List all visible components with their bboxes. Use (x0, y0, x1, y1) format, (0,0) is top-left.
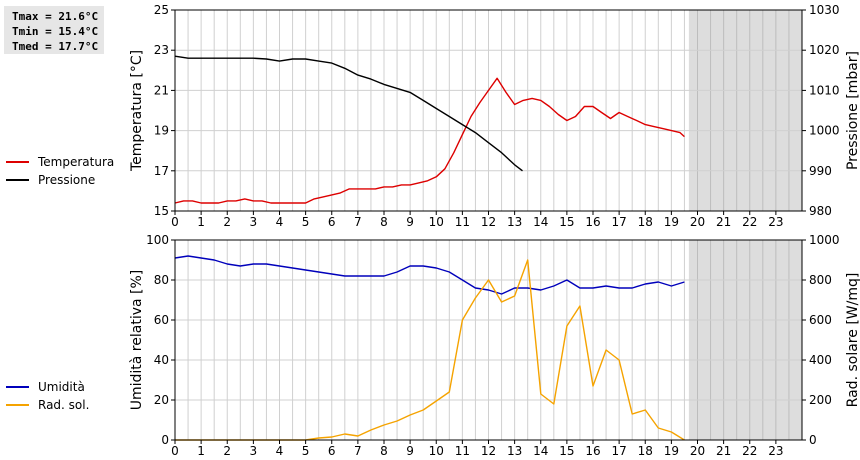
x-tick-label: 2 (223, 215, 231, 229)
right-tick-label: 1000 (809, 124, 840, 138)
x-tick-label: 7 (354, 444, 362, 458)
left-axis-label: Temperatura [°C] (129, 50, 145, 172)
x-tick-label: 0 (171, 215, 179, 229)
legend-label: Temperatura (37, 155, 114, 169)
right-axis-label: Rad. solare [W/mq] (845, 273, 860, 408)
x-tick-label: 4 (276, 444, 284, 458)
left-tick-label: 20 (154, 393, 169, 407)
x-tick-label: 20 (690, 444, 705, 458)
right-tick-label: 1000 (809, 233, 840, 247)
right-tick-label: 1030 (809, 3, 840, 17)
x-tick-label: 12 (481, 215, 496, 229)
left-tick-label: 100 (146, 233, 169, 247)
x-tick-label: 15 (559, 444, 574, 458)
series-line-1 (174, 255, 685, 295)
x-tick-label: 14 (533, 444, 548, 458)
legend-label: Rad. sol. (38, 398, 89, 412)
x-tick-label: 4 (276, 215, 284, 229)
x-tick-label: 2 (223, 444, 231, 458)
tmed-label: Tmed = 17.7°C (12, 40, 99, 53)
right-tick-label: 1020 (809, 43, 840, 57)
x-tick-label: 15 (559, 215, 574, 229)
x-tick-label: 16 (585, 215, 600, 229)
x-tick-label: 8 (380, 215, 388, 229)
x-tick-label: 10 (429, 444, 444, 458)
future-shade (688, 10, 802, 211)
right-axis-label: Pressione [mbar] (845, 51, 860, 170)
stats-box: Tmax = 21.6°C Tmin = 15.4°C Tmed = 17.7°… (4, 6, 104, 54)
left-tick-label: 17 (154, 164, 169, 178)
left-tick-label: 15 (154, 204, 169, 218)
right-tick-label: 800 (809, 273, 832, 287)
x-tick-label: 16 (585, 444, 600, 458)
left-axis-label: Umidità relativa [%] (129, 270, 145, 411)
x-tick-label: 9 (406, 444, 414, 458)
right-tick-label: 400 (809, 353, 832, 367)
right-tick-label: 600 (809, 313, 832, 327)
x-tick-label: 13 (507, 215, 522, 229)
humidity-solar-chart: 0 1 2 3 4 5 6 7 8 9 10 11 12 13 14 15 16 17 18 19 20 21 22 2302… (6, 233, 860, 458)
right-tick-label: 200 (809, 393, 832, 407)
right-tick-label: 980 (809, 204, 832, 218)
x-tick-label: 5 (302, 215, 310, 229)
x-tick-label: 23 (768, 215, 783, 229)
x-tick-label: 14 (533, 215, 548, 229)
left-tick-label: 21 (154, 83, 169, 97)
x-tick-label: 11 (455, 444, 470, 458)
x-tick-label: 18 (638, 444, 653, 458)
series-line-2 (174, 55, 523, 172)
legend-label: Pressione (38, 173, 95, 187)
left-tick-label: 25 (154, 3, 169, 17)
x-tick-label: 1 (197, 215, 205, 229)
left-tick-label: 60 (154, 313, 169, 327)
tmin-label: Tmin = 15.4°C (12, 25, 99, 38)
x-tick-label: 19 (664, 444, 679, 458)
left-tick-label: 23 (154, 43, 169, 57)
left-tick-label: 0 (161, 433, 169, 447)
left-tick-label: 80 (154, 273, 169, 287)
x-tick-label: 6 (328, 215, 336, 229)
x-tick-label: 12 (481, 444, 496, 458)
x-tick-label: 18 (638, 215, 653, 229)
x-tick-label: 7 (354, 215, 362, 229)
left-tick-label: 19 (154, 124, 169, 138)
x-tick-label: 23 (768, 444, 783, 458)
x-tick-label: 21 (716, 444, 731, 458)
x-tick-label: 5 (302, 444, 310, 458)
x-tick-label: 17 (611, 215, 626, 229)
x-tick-label: 3 (250, 215, 258, 229)
tmax-label: Tmax = 21.6°C (12, 10, 99, 23)
x-tick-label: 22 (742, 215, 757, 229)
series-line-2 (175, 259, 685, 441)
right-tick-label: 990 (809, 164, 832, 178)
x-tick-label: 20 (690, 215, 705, 229)
left-tick-label: 40 (154, 353, 169, 367)
x-tick-label: 3 (250, 444, 258, 458)
x-tick-label: 9 (406, 215, 414, 229)
x-tick-label: 21 (716, 215, 731, 229)
x-tick-label: 10 (429, 215, 444, 229)
series-line-1 (174, 77, 685, 204)
right-tick-label: 0 (809, 433, 817, 447)
x-tick-label: 17 (611, 444, 626, 458)
temperature-pressure-chart: 0 1 2 3 4 5 6 7 8 9 10 11 12 13 14 15 16 17 18 19 20 21 22 2315… (6, 3, 860, 229)
x-tick-label: 22 (742, 444, 757, 458)
x-tick-label: 11 (455, 215, 470, 229)
x-tick-label: 8 (380, 444, 388, 458)
x-tick-label: 1 (197, 444, 205, 458)
future-shade (688, 240, 802, 440)
x-tick-label: 13 (507, 444, 522, 458)
right-tick-label: 1010 (809, 83, 840, 97)
x-tick-label: 6 (328, 444, 336, 458)
x-tick-label: 19 (664, 215, 679, 229)
legend-label: Umidità (38, 380, 85, 394)
x-tick-label: 0 (171, 444, 179, 458)
